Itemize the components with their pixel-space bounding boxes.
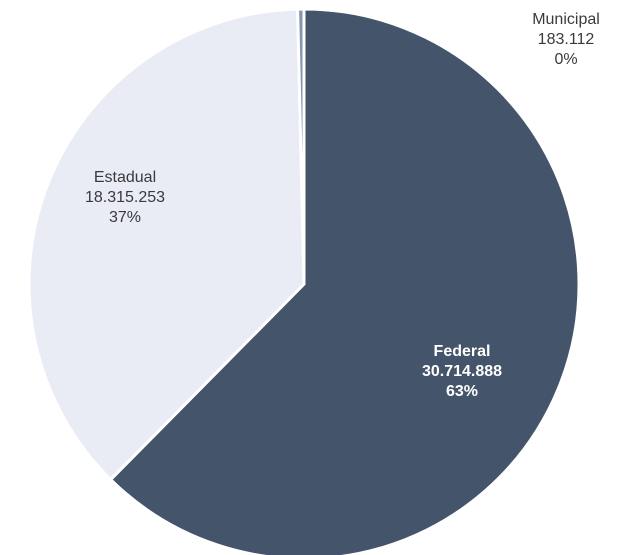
slice-percent-estadual: 37%	[108, 209, 142, 226]
data-label-federal: Federal 30.714.888 63%	[422, 342, 502, 402]
pie-slice-estadual	[27, 7, 306, 482]
slice-name-federal: Federal	[433, 343, 491, 360]
slice-name-estadual: Estadual	[93, 169, 157, 186]
slice-value-federal: 30.714.888	[421, 363, 503, 380]
slice-percent-federal: 63%	[445, 383, 479, 400]
slice-value-municipal: 183.112	[537, 31, 595, 48]
pie-slice-federal	[108, 7, 581, 555]
slice-name-municipal: Municipal	[532, 11, 600, 28]
data-label-estadual: Estadual 18.315.253 37%	[85, 168, 165, 228]
slice-percent-municipal: 0%	[554, 51, 578, 68]
data-label-municipal: Municipal 183.112 0%	[532, 10, 600, 70]
pie-slice-municipal	[296, 7, 306, 285]
slice-value-estadual: 18.315.253	[84, 189, 166, 206]
